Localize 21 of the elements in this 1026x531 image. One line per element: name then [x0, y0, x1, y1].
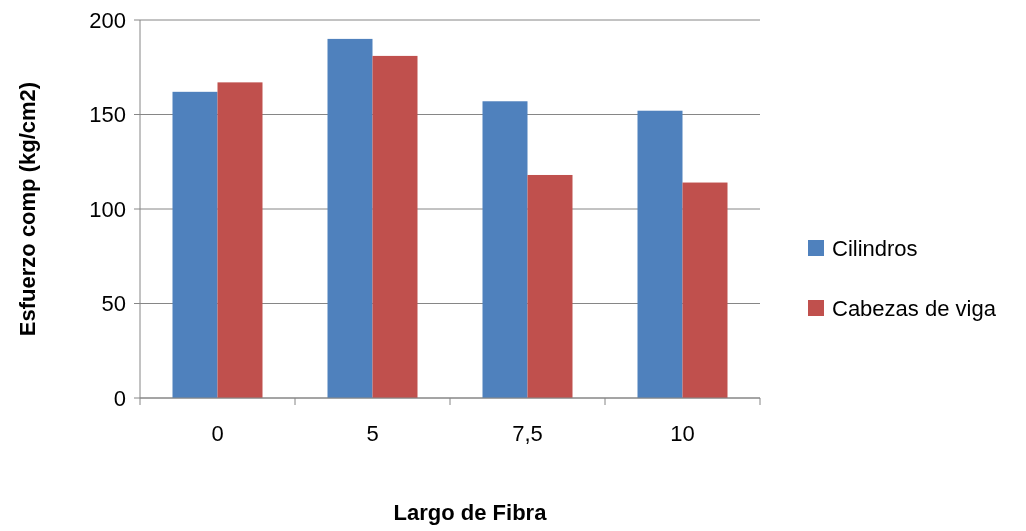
y-tick-label: 200	[89, 7, 126, 33]
x-tick-label: 10	[670, 421, 695, 446]
y-tick-label: 150	[89, 102, 126, 128]
x-tick-label: 5	[366, 421, 379, 446]
x-tick-label: 0	[211, 421, 224, 446]
y-tick-label: 100	[89, 196, 126, 222]
x-axis-title: Largo de Fibra	[393, 500, 548, 525]
bar	[327, 38, 373, 398]
bar	[482, 101, 528, 398]
bar	[682, 182, 728, 398]
bar	[372, 55, 418, 398]
y-tick-label: 50	[101, 291, 126, 317]
y-tick-label: 0	[113, 385, 126, 411]
bar	[172, 91, 218, 398]
x-tick-label: 7,5	[512, 421, 543, 446]
bar	[637, 110, 683, 398]
legend-label: Cilindros	[832, 235, 918, 261]
bar	[527, 174, 573, 398]
y-axis-title: Esfuerzo comp (kg/cm2)	[15, 81, 40, 337]
legend-label: Cabezas de viga	[832, 295, 997, 321]
bar	[217, 82, 263, 398]
